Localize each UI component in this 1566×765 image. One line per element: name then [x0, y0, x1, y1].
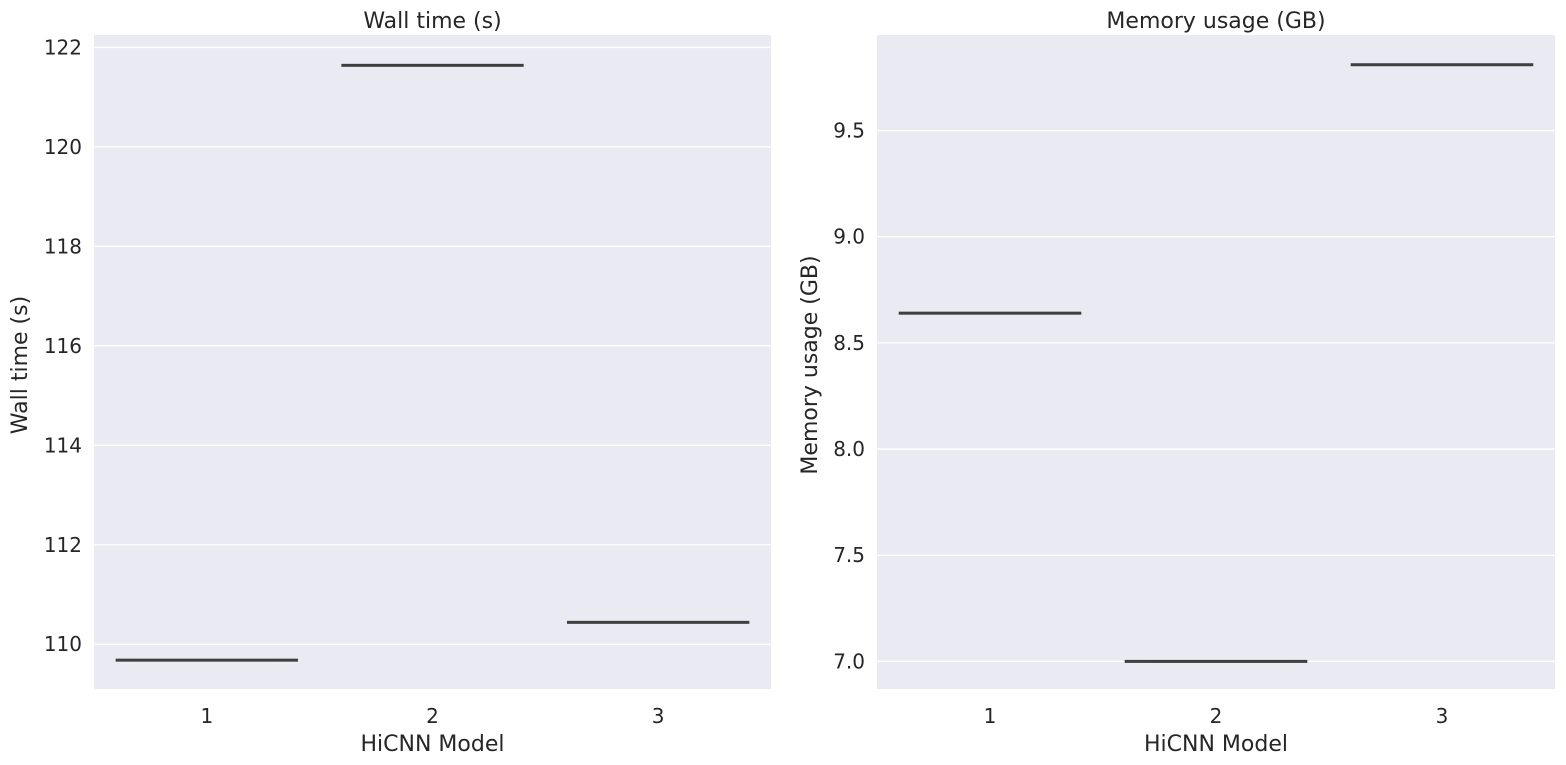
memory-usage-y-tick-label: 7.5: [833, 543, 865, 567]
wall-time-x-tick-label: 1: [200, 704, 213, 728]
memory-usage-y-tick-label: 9.5: [833, 119, 865, 143]
memory-usage-x-tick-label: 1: [984, 704, 997, 728]
memory-usage-plot-area: [877, 35, 1555, 689]
wall-time-y-tick-label: 112: [44, 533, 82, 557]
wall-time-x-ticks: 1 2 3: [200, 704, 664, 728]
memory-usage-y-tick-label: 7.0: [833, 649, 865, 673]
memory-usage-x-tick-label: 3: [1436, 704, 1449, 728]
memory-usage-x-axis-label: HiCNN Model: [1144, 732, 1288, 757]
wall-time-gridlines: [94, 46, 771, 645]
wall-time-y-tick-label: 122: [44, 35, 82, 59]
wall-time-title: Wall time (s): [363, 9, 501, 34]
wall-time-y-tick-label: 120: [44, 135, 82, 159]
wall-time-x-axis-label: HiCNN Model: [361, 732, 505, 757]
wall-time-y-tick-label: 116: [44, 334, 82, 358]
wall-time-y-axis-label: Wall time (s): [8, 296, 33, 434]
wall-time-boxes: [115, 63, 750, 662]
memory-usage-y-tick-label: 9.0: [833, 225, 865, 249]
memory-usage-x-ticks: 1 2 3: [984, 704, 1449, 728]
memory-usage-y-tick-label: 8.5: [833, 331, 865, 355]
wall-time-y-tick-label: 110: [44, 632, 82, 656]
wall-time-y-ticks: 110 112 114 116 118 120 122: [44, 35, 82, 656]
memory-usage-subplot: 7.0 7.5 8.0 8.5 9.0 9.5 1 2 3 Memory usage (GB)…: [798, 9, 1555, 757]
wall-time-x-tick-label: 2: [426, 704, 439, 728]
wall-time-x-tick-label: 3: [652, 704, 665, 728]
memory-usage-boxes: [898, 63, 1534, 663]
memory-usage-y-tick-label: 8.0: [833, 437, 865, 461]
wall-time-plot-area: [94, 35, 771, 689]
wall-time-y-tick-label: 114: [44, 433, 82, 457]
memory-usage-x-tick-label: 2: [1210, 704, 1223, 728]
memory-usage-y-axis-label: Memory usage (GB): [798, 255, 823, 474]
memory-usage-title: Memory usage (GB): [1106, 9, 1325, 34]
wall-time-y-tick-label: 118: [44, 234, 82, 258]
memory-usage-y-ticks: 7.0 7.5 8.0 8.5 9.0 9.5: [833, 119, 865, 674]
